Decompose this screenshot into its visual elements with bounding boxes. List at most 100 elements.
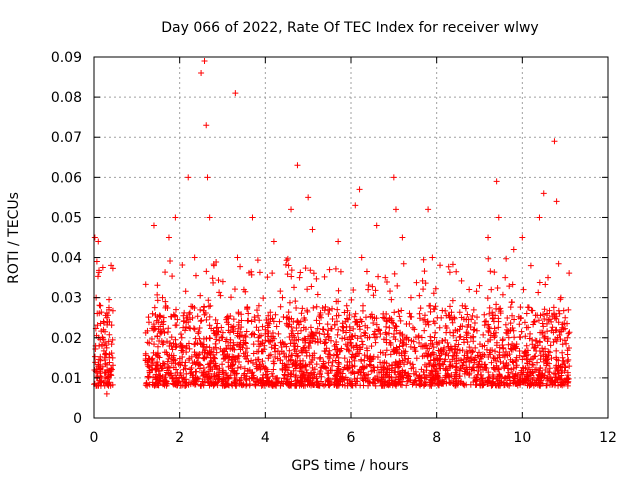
data-point: [236, 342, 243, 349]
data-point: [543, 320, 550, 327]
data-point: [553, 338, 560, 345]
x-tick-label: 8: [432, 430, 441, 446]
data-point: [200, 364, 207, 371]
data-point: [276, 351, 283, 358]
data-point: [146, 367, 153, 374]
data-point: [216, 289, 223, 296]
data-point: [390, 320, 397, 327]
data-point: [565, 330, 572, 337]
data-point: [201, 58, 208, 65]
data-point: [407, 343, 414, 350]
data-point: [218, 333, 225, 340]
data-point: [227, 313, 234, 320]
data-point: [492, 348, 499, 355]
data-point: [382, 274, 389, 281]
data-point: [493, 178, 500, 185]
data-point: [285, 262, 292, 269]
data-point: [426, 382, 433, 389]
data-point: [195, 361, 202, 368]
data-point: [165, 234, 172, 241]
data-point: [544, 328, 551, 335]
data-point: [160, 326, 167, 333]
data-point: [504, 381, 511, 388]
data-point: [358, 254, 365, 261]
data-point: [97, 302, 104, 309]
data-point: [494, 284, 501, 291]
data-point: [447, 363, 454, 370]
data-point: [466, 370, 473, 377]
data-point: [160, 314, 167, 321]
data-point: [543, 360, 550, 367]
data-point: [154, 333, 161, 340]
data-point: [174, 380, 181, 387]
data-point: [194, 313, 201, 320]
data-point: [529, 370, 536, 377]
data-point: [200, 335, 207, 342]
data-point: [348, 362, 355, 369]
data-point: [101, 340, 108, 347]
data-point: [411, 326, 418, 333]
data-point: [384, 365, 391, 372]
data-point: [207, 302, 214, 309]
data-point: [310, 375, 317, 382]
data-point: [351, 357, 358, 364]
data-point: [230, 353, 237, 360]
data-point: [449, 261, 456, 268]
data-point: [308, 283, 315, 290]
data-point: [392, 336, 399, 343]
data-point: [416, 292, 423, 299]
data-point: [423, 374, 430, 381]
data-point: [335, 238, 342, 245]
data-point: [496, 344, 503, 351]
data-point: [145, 363, 152, 370]
data-point: [387, 341, 394, 348]
data-point: [99, 334, 106, 341]
data-point: [331, 376, 338, 383]
data-point: [377, 331, 384, 338]
data-point: [542, 281, 549, 288]
data-point: [429, 254, 436, 261]
chart-title: Day 066 of 2022, Rate Of TEC Index for r…: [161, 20, 538, 36]
data-point: [488, 286, 495, 293]
data-point: [516, 352, 523, 359]
data-point: [481, 322, 488, 329]
data-point: [181, 309, 188, 316]
data-point: [173, 322, 180, 329]
data-point: [398, 307, 405, 314]
data-point: [178, 334, 185, 341]
data-point: [198, 317, 205, 324]
data-point: [215, 277, 222, 284]
data-point: [382, 351, 389, 358]
data-point: [445, 263, 452, 270]
data-point: [519, 234, 526, 241]
data-point: [470, 326, 477, 333]
data-point: [288, 206, 295, 213]
data-point: [256, 343, 263, 350]
data-point: [326, 355, 333, 362]
data-point: [313, 303, 320, 310]
data-point: [470, 363, 477, 370]
data-point: [109, 336, 116, 343]
data-point: [439, 307, 446, 314]
data-point: [292, 298, 299, 305]
data-point: [285, 316, 292, 323]
data-point: [367, 358, 374, 365]
data-point: [530, 321, 537, 328]
data-point: [223, 336, 230, 343]
data-point: [522, 377, 529, 384]
data-point: [332, 357, 339, 364]
data-point: [354, 344, 361, 351]
data-point: [161, 349, 168, 356]
data-point: [237, 364, 244, 371]
data-point: [185, 340, 192, 347]
data-point: [443, 325, 450, 332]
data-point: [551, 379, 558, 386]
data-point: [146, 340, 153, 347]
data-point: [440, 380, 447, 387]
data-point: [476, 341, 483, 348]
data-point: [403, 341, 410, 348]
data-point: [422, 321, 429, 328]
data-point: [215, 328, 222, 335]
data-point: [244, 368, 251, 375]
data-point: [362, 375, 369, 382]
